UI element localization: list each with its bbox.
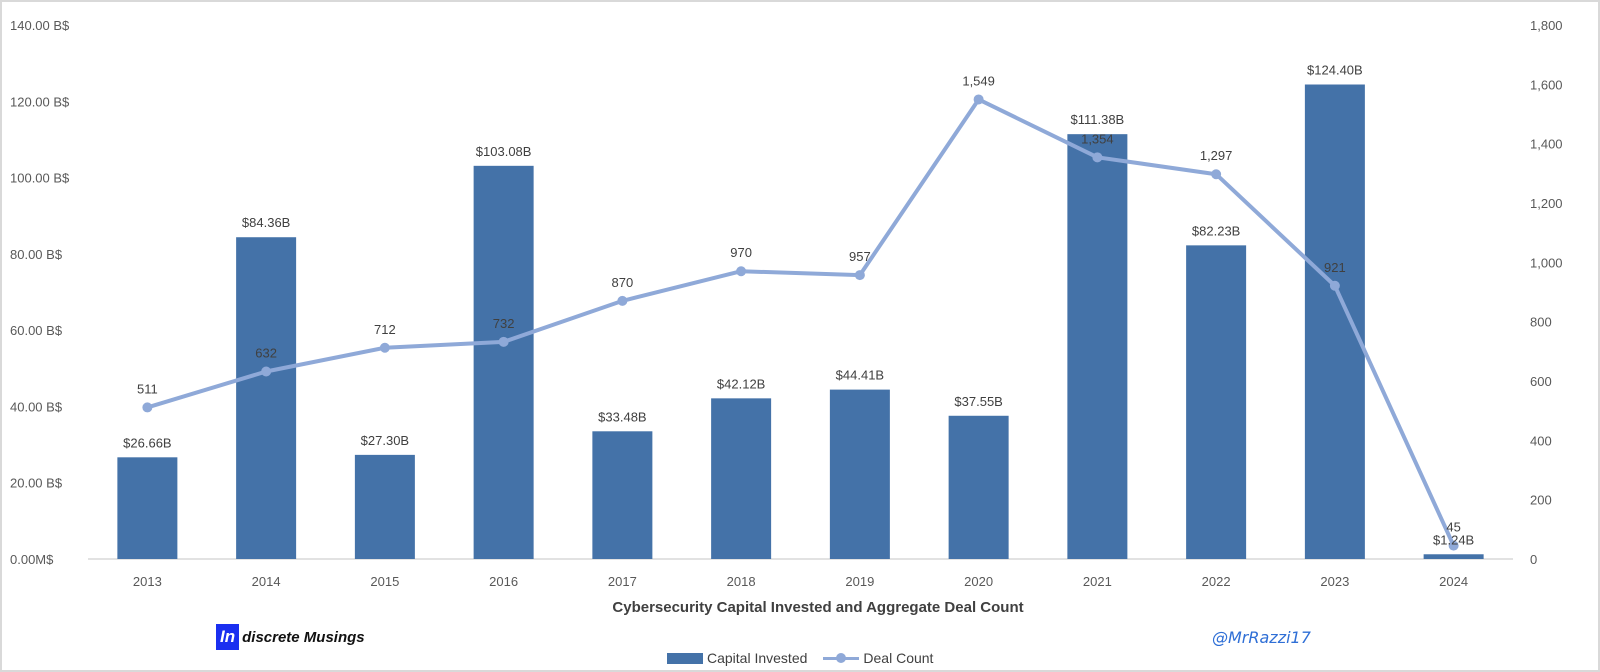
right-axis-tick-label: 600 [1530, 374, 1552, 389]
bar-data-label: $103.08B [476, 144, 532, 159]
bar [1067, 134, 1128, 559]
bar-series-capital-invested [117, 84, 1484, 559]
x-axis-tick-label: 2023 [1320, 574, 1349, 589]
bar-data-label: $33.48B [598, 409, 646, 424]
line-data-label: 921 [1324, 260, 1346, 275]
x-axis-tick-label: 2019 [845, 574, 874, 589]
bar [1186, 245, 1247, 559]
bar [236, 237, 297, 559]
line-point [379, 342, 390, 353]
line-point [142, 402, 153, 413]
bar-data-label: $82.23B [1192, 223, 1240, 238]
line-point [617, 295, 628, 306]
x-axis-tick-label: 2024 [1439, 574, 1468, 589]
legend-label-deal-count: Deal Count [863, 650, 934, 666]
left-axis-tick-label: 60.00 B$ [10, 323, 63, 338]
line-data-label: 970 [730, 245, 752, 260]
bar [711, 398, 772, 559]
left-axis-tick-label: 100.00 B$ [10, 171, 70, 186]
line-point [261, 366, 272, 377]
left-axis-tick-label: 20.00 B$ [10, 476, 63, 491]
line-point [498, 336, 509, 347]
x-axis: 2013 2014 2015 2016 2017 2018 2019 2020 2021 2022… [88, 558, 1513, 589]
line-data-label: 712 [374, 322, 396, 337]
bar [473, 165, 534, 559]
brand-logo-text: discrete Musings [242, 628, 365, 646]
legend-bar-swatch [667, 652, 703, 664]
right-axis-tick-label: 1,000 [1530, 255, 1563, 270]
brand-logo-mark: In [216, 624, 240, 650]
bar-data-label: $27.30B [361, 433, 409, 448]
bar-data-label: $1.24B [1433, 532, 1474, 547]
line-data-label: 632 [255, 346, 277, 361]
bar [117, 457, 178, 559]
line-point [1211, 169, 1222, 180]
x-axis-tick-label: 2013 [133, 574, 162, 589]
bar-data-label: $84.36B [242, 215, 290, 230]
deal-count-line [145, 97, 1456, 548]
line-data-label: 957 [849, 249, 871, 264]
line-data-label: 45 [1446, 520, 1460, 535]
data-labels: $26.66B $84.36B $27.30B $103.08B $33.48B $42.… [123, 63, 1474, 548]
line-point [1092, 152, 1103, 163]
right-axis-tick-label: 200 [1530, 493, 1552, 508]
line-point [1329, 280, 1340, 291]
bar [1423, 554, 1484, 559]
right-axis-tick-label: 400 [1530, 433, 1552, 448]
line-data-label: 1,549 [962, 73, 995, 88]
right-axis-tick-label: 1,600 [1530, 77, 1563, 92]
left-axis: 0.00M$ 20.00 B$ 40.00 B$ 60.00 B$ 80.00 B$ 10… [10, 18, 70, 567]
bar-data-label: $42.12B [717, 376, 765, 391]
line-point [973, 94, 984, 105]
bar [354, 454, 415, 559]
bar [1304, 84, 1365, 559]
bar-data-label: $111.38B [1071, 112, 1125, 127]
line-data-label: 1,354 [1081, 131, 1114, 146]
left-axis-tick-label: 120.00 B$ [10, 94, 70, 109]
brand-logo: In discrete Musings [216, 624, 365, 650]
right-axis-tick-label: 800 [1530, 315, 1552, 330]
bar-data-label: $37.55B [954, 394, 1002, 409]
right-axis-tick-label: 1,400 [1530, 137, 1563, 152]
right-axis-tick-label: 0 [1530, 552, 1537, 567]
legend-item-deal-count: Deal Count [823, 650, 933, 666]
x-axis-tick-label: 2020 [964, 574, 993, 589]
legend-item-capital-invested: Capital Invested [667, 650, 807, 666]
line-data-label: 870 [612, 275, 634, 290]
author-handle: @MrRazzi17 [1212, 628, 1311, 647]
bar-data-label: $124.40B [1307, 63, 1363, 78]
x-axis-tick-label: 2016 [489, 574, 518, 589]
line-point [854, 270, 865, 281]
line-series-deal-count [142, 94, 1459, 551]
line-point [736, 266, 747, 277]
line-data-label: 732 [493, 316, 515, 331]
line-data-label: 511 [137, 381, 158, 396]
x-axis-tick-label: 2014 [252, 574, 281, 589]
left-axis-tick-label: 140.00 B$ [10, 18, 70, 33]
bar [592, 431, 653, 559]
legend-label-capital-invested: Capital Invested [707, 650, 808, 666]
right-axis-tick-label: 1,200 [1530, 196, 1563, 211]
right-axis: 0 200 400 600 800 1,000 1,200 1,400 1,600 1,800 [1530, 18, 1563, 567]
left-axis-tick-label: 40.00 B$ [10, 399, 63, 414]
bar-data-label: $26.66B [123, 435, 171, 450]
left-axis-tick-label: 0.00M$ [10, 552, 54, 567]
x-axis-tick-label: 2017 [608, 574, 637, 589]
x-axis-tick-label: 2018 [727, 574, 756, 589]
x-axis-tick-label: 2015 [370, 574, 399, 589]
left-axis-tick-label: 80.00 B$ [10, 247, 63, 262]
line-data-label: 1,297 [1200, 148, 1233, 163]
bar-data-label: $44.41B [836, 368, 884, 383]
chart-title: Cybersecurity Capital Invested and Aggre… [612, 599, 1023, 616]
chart-legend: Capital Invested Deal Count [667, 650, 949, 666]
line-point [1448, 540, 1459, 551]
x-axis-tick-label: 2021 [1083, 574, 1112, 589]
right-axis-tick-label: 1,800 [1530, 18, 1563, 33]
bar [829, 389, 890, 559]
bar [948, 415, 1009, 559]
x-axis-tick-label: 2022 [1202, 574, 1231, 589]
legend-line-swatch [823, 652, 860, 664]
